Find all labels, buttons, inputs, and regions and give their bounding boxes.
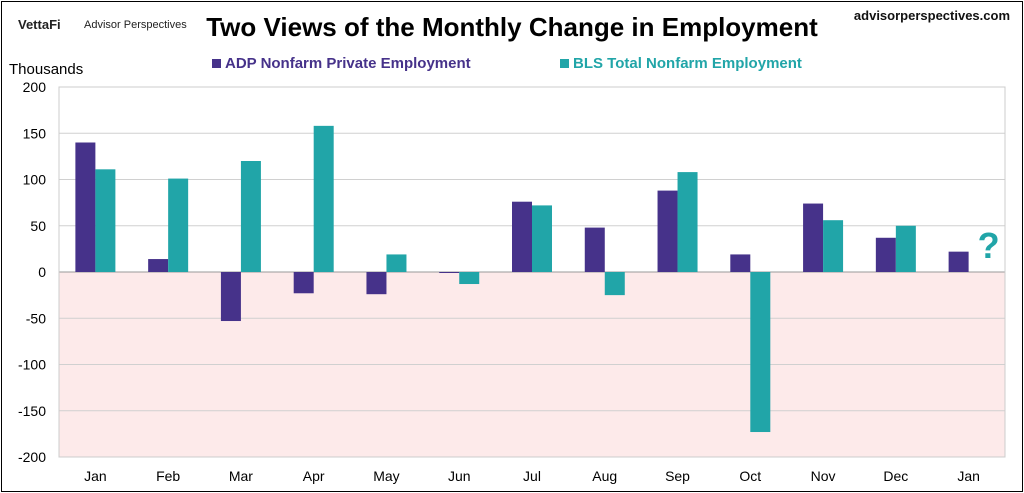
bar-adp: [293, 272, 314, 294]
x-tick-label: Oct: [739, 468, 761, 484]
bar-adp: [875, 237, 896, 272]
bar-bls: [677, 172, 698, 272]
x-tick-label: May: [373, 468, 399, 484]
bar-adp: [366, 272, 387, 295]
legend-bls: BLS Total Nonfarm Employment: [560, 55, 802, 72]
y-tick-label: 0: [38, 264, 46, 280]
legend-swatch-adp: [212, 59, 221, 68]
y-tick-label: -100: [18, 357, 46, 373]
bar-bls: [459, 272, 480, 285]
y-axis-label: Thousands: [9, 61, 84, 78]
bar-bls: [386, 254, 407, 272]
vettafi-logo: VettaFi: [18, 17, 61, 32]
legend-swatch-bls: [560, 59, 569, 68]
bar-bls: [895, 225, 916, 272]
question-mark-annotation: ?: [978, 225, 1000, 266]
x-tick-label: Jul: [523, 468, 541, 484]
site-url: advisorperspectives.com: [853, 8, 1010, 23]
x-tick-label: Feb: [156, 468, 180, 484]
x-tick-label: Aug: [592, 468, 617, 484]
legend-label-adp: ADP Nonfarm Private Employment: [225, 55, 471, 72]
x-tick-label: Mar: [229, 468, 253, 484]
bar-bls: [532, 205, 552, 272]
x-tick-label: Dec: [883, 468, 908, 484]
bar-adp: [730, 254, 751, 272]
x-tick-label: Jun: [448, 468, 471, 484]
legend-label-bls: BLS Total Nonfarm Employment: [573, 55, 802, 72]
plot-border: [58, 86, 1006, 458]
x-tick-label: Nov: [811, 468, 836, 484]
x-tick-label: Jan: [957, 468, 980, 484]
bar-adp: [220, 272, 241, 322]
legend-adp: ADP Nonfarm Private Employment: [212, 55, 471, 72]
x-tick-label: Sep: [665, 468, 690, 484]
bar-bls: [240, 161, 261, 272]
bar-bls: [750, 272, 771, 433]
bar-bls: [313, 125, 334, 272]
bar-bls: [823, 220, 844, 272]
x-tick-label: Apr: [303, 468, 325, 484]
y-tick-label: -200: [18, 449, 46, 465]
bar-bls: [95, 169, 116, 272]
bar-adp: [439, 272, 460, 273]
bar-adp: [584, 227, 605, 272]
x-tick-label: Jan: [84, 468, 107, 484]
bar-adp: [803, 203, 824, 272]
y-tick-label: 100: [23, 172, 47, 188]
y-tick-label: -150: [18, 403, 46, 419]
y-tick-label: 50: [30, 218, 46, 234]
bar-adp: [512, 201, 532, 272]
bar-bls: [604, 272, 625, 296]
advisor-perspectives-logo: Advisor Perspectives: [84, 19, 187, 31]
y-tick-label: 150: [23, 125, 47, 141]
y-tick-label: -50: [26, 310, 46, 326]
y-tick-label: 200: [23, 79, 47, 95]
chart-title: Two Views of the Monthly Change in Emplo…: [206, 12, 818, 42]
bar-adp: [148, 259, 169, 272]
bar-adp: [948, 251, 969, 272]
bar-adp: [657, 190, 678, 272]
bar-adp: [75, 142, 96, 272]
bar-bls: [168, 178, 189, 272]
